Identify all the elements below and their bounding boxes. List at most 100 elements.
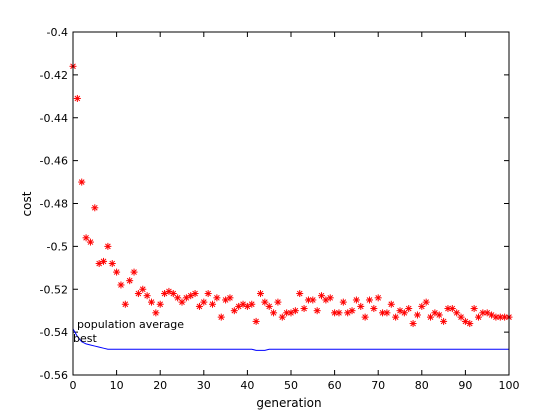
y-tick-label: -0.56 <box>40 369 68 382</box>
data-point <box>418 302 426 310</box>
data-point <box>474 313 482 321</box>
data-point <box>152 309 160 317</box>
data-point <box>370 305 378 313</box>
data-point <box>357 302 365 310</box>
data-point <box>448 305 456 313</box>
data-point <box>108 260 116 268</box>
x-tick-label: 80 <box>415 379 429 392</box>
data-point <box>453 309 461 317</box>
data-point <box>361 313 369 321</box>
x-tick-label: 50 <box>284 379 298 392</box>
data-point <box>309 296 317 304</box>
data-point <box>457 313 465 321</box>
data-point <box>134 290 142 298</box>
data-point <box>200 298 208 306</box>
data-point <box>270 309 278 317</box>
y-tick-label: -0.54 <box>40 326 68 339</box>
y-tick-label: -0.5 <box>47 240 68 253</box>
data-point <box>413 311 421 319</box>
data-point <box>248 300 256 308</box>
data-point <box>387 300 395 308</box>
x-tick-label: 100 <box>499 379 520 392</box>
x-tick-label: 90 <box>458 379 472 392</box>
axis-ticks: 0 10 20 30 40 50 60 70 80 90 100 -0.4 -0.42 -0.44 -0.4… <box>40 26 520 392</box>
data-point <box>427 313 435 321</box>
data-point <box>392 313 400 321</box>
data-point <box>422 298 430 306</box>
data-point <box>374 294 382 302</box>
data-point <box>405 305 413 313</box>
data-point <box>104 242 112 250</box>
best-line-series <box>72 328 509 351</box>
data-point <box>130 268 138 276</box>
data-point <box>265 302 273 310</box>
data-point <box>230 307 238 315</box>
data-point <box>296 290 304 298</box>
data-point <box>191 290 199 298</box>
data-point <box>209 300 217 308</box>
data-point <box>91 204 99 212</box>
data-point <box>204 290 212 298</box>
x-tick-label: 70 <box>371 379 385 392</box>
data-point <box>435 311 443 319</box>
data-point <box>326 294 334 302</box>
data-point <box>274 298 282 306</box>
data-point <box>117 281 125 289</box>
y-tick-label: -0.44 <box>40 112 68 125</box>
x-tick-label: 20 <box>153 379 167 392</box>
data-point <box>339 298 347 306</box>
y-tick-label: -0.4 <box>47 26 68 39</box>
data-point <box>348 307 356 315</box>
x-axis-label: generation <box>256 396 321 410</box>
data-point <box>213 294 221 302</box>
x-tick-label: 40 <box>240 379 254 392</box>
data-point <box>283 309 291 317</box>
data-point <box>291 307 299 315</box>
data-point <box>318 292 326 300</box>
y-tick-label: -0.42 <box>40 69 68 82</box>
annotation-best: best <box>73 332 97 345</box>
data-point <box>335 309 343 317</box>
x-tick-label: 10 <box>110 379 124 392</box>
plot-area-frame <box>72 31 510 376</box>
data-point <box>226 294 234 302</box>
y-tick-label: -0.46 <box>40 155 68 168</box>
data-point <box>256 290 264 298</box>
data-point <box>440 317 448 325</box>
x-tick-label: 30 <box>197 379 211 392</box>
data-point <box>113 268 121 276</box>
data-point <box>174 294 182 302</box>
x-tick-label: 60 <box>328 379 342 392</box>
y-tick-label: -0.52 <box>40 283 68 296</box>
data-point <box>466 320 474 328</box>
data-point <box>169 290 177 298</box>
data-point <box>409 320 417 328</box>
data-point <box>217 313 225 321</box>
y-axis-label: cost <box>20 191 34 216</box>
data-point <box>252 317 260 325</box>
data-point <box>313 307 321 315</box>
data-point <box>300 305 308 313</box>
data-point <box>143 292 151 300</box>
data-point <box>147 298 155 306</box>
data-point <box>261 298 269 306</box>
data-point <box>383 309 391 317</box>
annotation-population-average: population average <box>77 318 184 331</box>
data-point <box>178 298 186 306</box>
data-point <box>195 302 203 310</box>
data-point <box>73 94 81 102</box>
data-point <box>121 300 129 308</box>
data-point <box>82 234 90 242</box>
data-point <box>470 305 478 313</box>
data-point <box>86 238 94 246</box>
data-point <box>100 257 108 265</box>
data-point <box>156 300 164 308</box>
population-average-series <box>69 62 513 328</box>
data-point <box>78 178 86 186</box>
best-line <box>72 328 509 351</box>
data-point <box>126 277 134 285</box>
data-point <box>352 296 360 304</box>
y-tick-label: -0.48 <box>40 198 68 211</box>
